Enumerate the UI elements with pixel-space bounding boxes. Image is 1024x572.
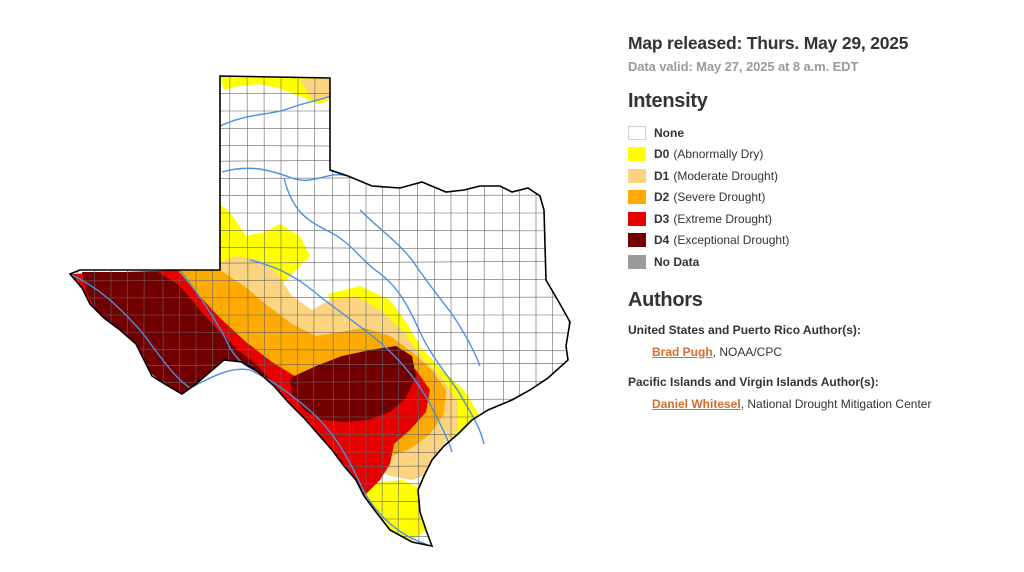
drought-map [60,60,620,560]
us-author-org: , NOAA/CPC [712,344,783,359]
county-line [93,76,96,546]
intensity-title: Intensity [628,90,708,112]
county-line [70,76,570,78]
us-authors-heading: United States and Puerto Rico Author(s): [628,322,861,337]
legend-item-none: None [628,122,1008,144]
legend-desc: (Abnormally Dry) [673,147,764,162]
county-line [70,482,570,486]
legend-code: D1 [654,168,670,183]
swatch-none [628,125,646,140]
d0-south [362,480,426,542]
legend-code: D4 [654,233,670,248]
legend-item-d0: D0 (Abnormally Dry) [628,144,1008,166]
county-line [604,60,605,560]
swatch-d0 [628,147,646,162]
county-line [70,158,570,163]
pi-authors-heading: Pacific Islands and Virgin Islands Autho… [628,374,879,389]
river-red [221,167,349,181]
swatch-no-data [628,254,646,269]
swatch-d4 [628,233,646,248]
county-line [70,362,570,367]
county-line [70,535,570,538]
county-line [587,60,589,560]
legend-item-d3: D3 (Extreme Drought) [628,208,1008,230]
legend-item-d2: D2 (Severe Drought) [628,187,1008,209]
us-author-link[interactable]: Brad Pugh [652,344,713,359]
swatch-d1 [628,168,646,183]
legend-desc: (Exceptional Drought) [673,233,790,248]
legend-code: D0 [654,147,670,162]
county-line [70,92,570,95]
river-rio-grande [69,273,427,545]
legend-item-d4: D4 (Exceptional Drought) [628,230,1008,252]
county-line [70,127,570,130]
county-line [70,278,570,282]
county-line [70,296,570,299]
swatch-d3 [628,211,646,226]
legend-code: D3 [654,211,670,226]
intensity-legend: None D0 (Abnormally Dry) D1 (Moderate Dr… [628,122,1008,273]
river-colorado [249,259,453,453]
legend-desc: (Extreme Drought) [673,211,773,226]
us-author-line: Brad Pugh, NOAA/CPC [652,343,1008,361]
legend-code: No Data [654,254,700,269]
pi-author-line: Daniel Whitesel, National Drought Mitiga… [652,395,1008,413]
river-trinity [359,209,481,367]
county-line [70,348,570,352]
river-brazos [283,177,485,445]
county-line [60,553,620,555]
legend-code: None [654,125,684,140]
county-line [70,500,570,503]
rivers [69,95,485,545]
map-released-text: Map released: Thurs. May 29, 2025 [628,33,909,53]
river-canadian [219,95,331,127]
pi-author-org: , National Drought Mitigation Center [740,396,932,411]
authors-title: Authors [628,288,703,311]
d4-central [290,346,416,422]
legend-code: D2 [654,190,670,205]
data-valid-text: Data valid: May 27, 2025 at 8 a.m. EDT [628,59,859,74]
county-line [70,144,570,148]
river-pecos [179,269,257,371]
legend-item-no-data: No Data [628,251,1008,273]
county-line [70,464,570,469]
county-line [567,76,570,546]
info-panel: Map released: Thurs. May 29, 2025 Data v… [628,30,1008,425]
legend-desc: (Moderate Drought) [673,168,779,183]
county-line [76,76,80,546]
county-line [70,331,570,334]
swatch-d2 [628,190,646,205]
legend-item-d1: D1 (Moderate Drought) [628,165,1008,187]
legend-desc: (Severe Drought) [673,190,766,205]
pi-author-link[interactable]: Daniel Whitesel [652,396,741,411]
